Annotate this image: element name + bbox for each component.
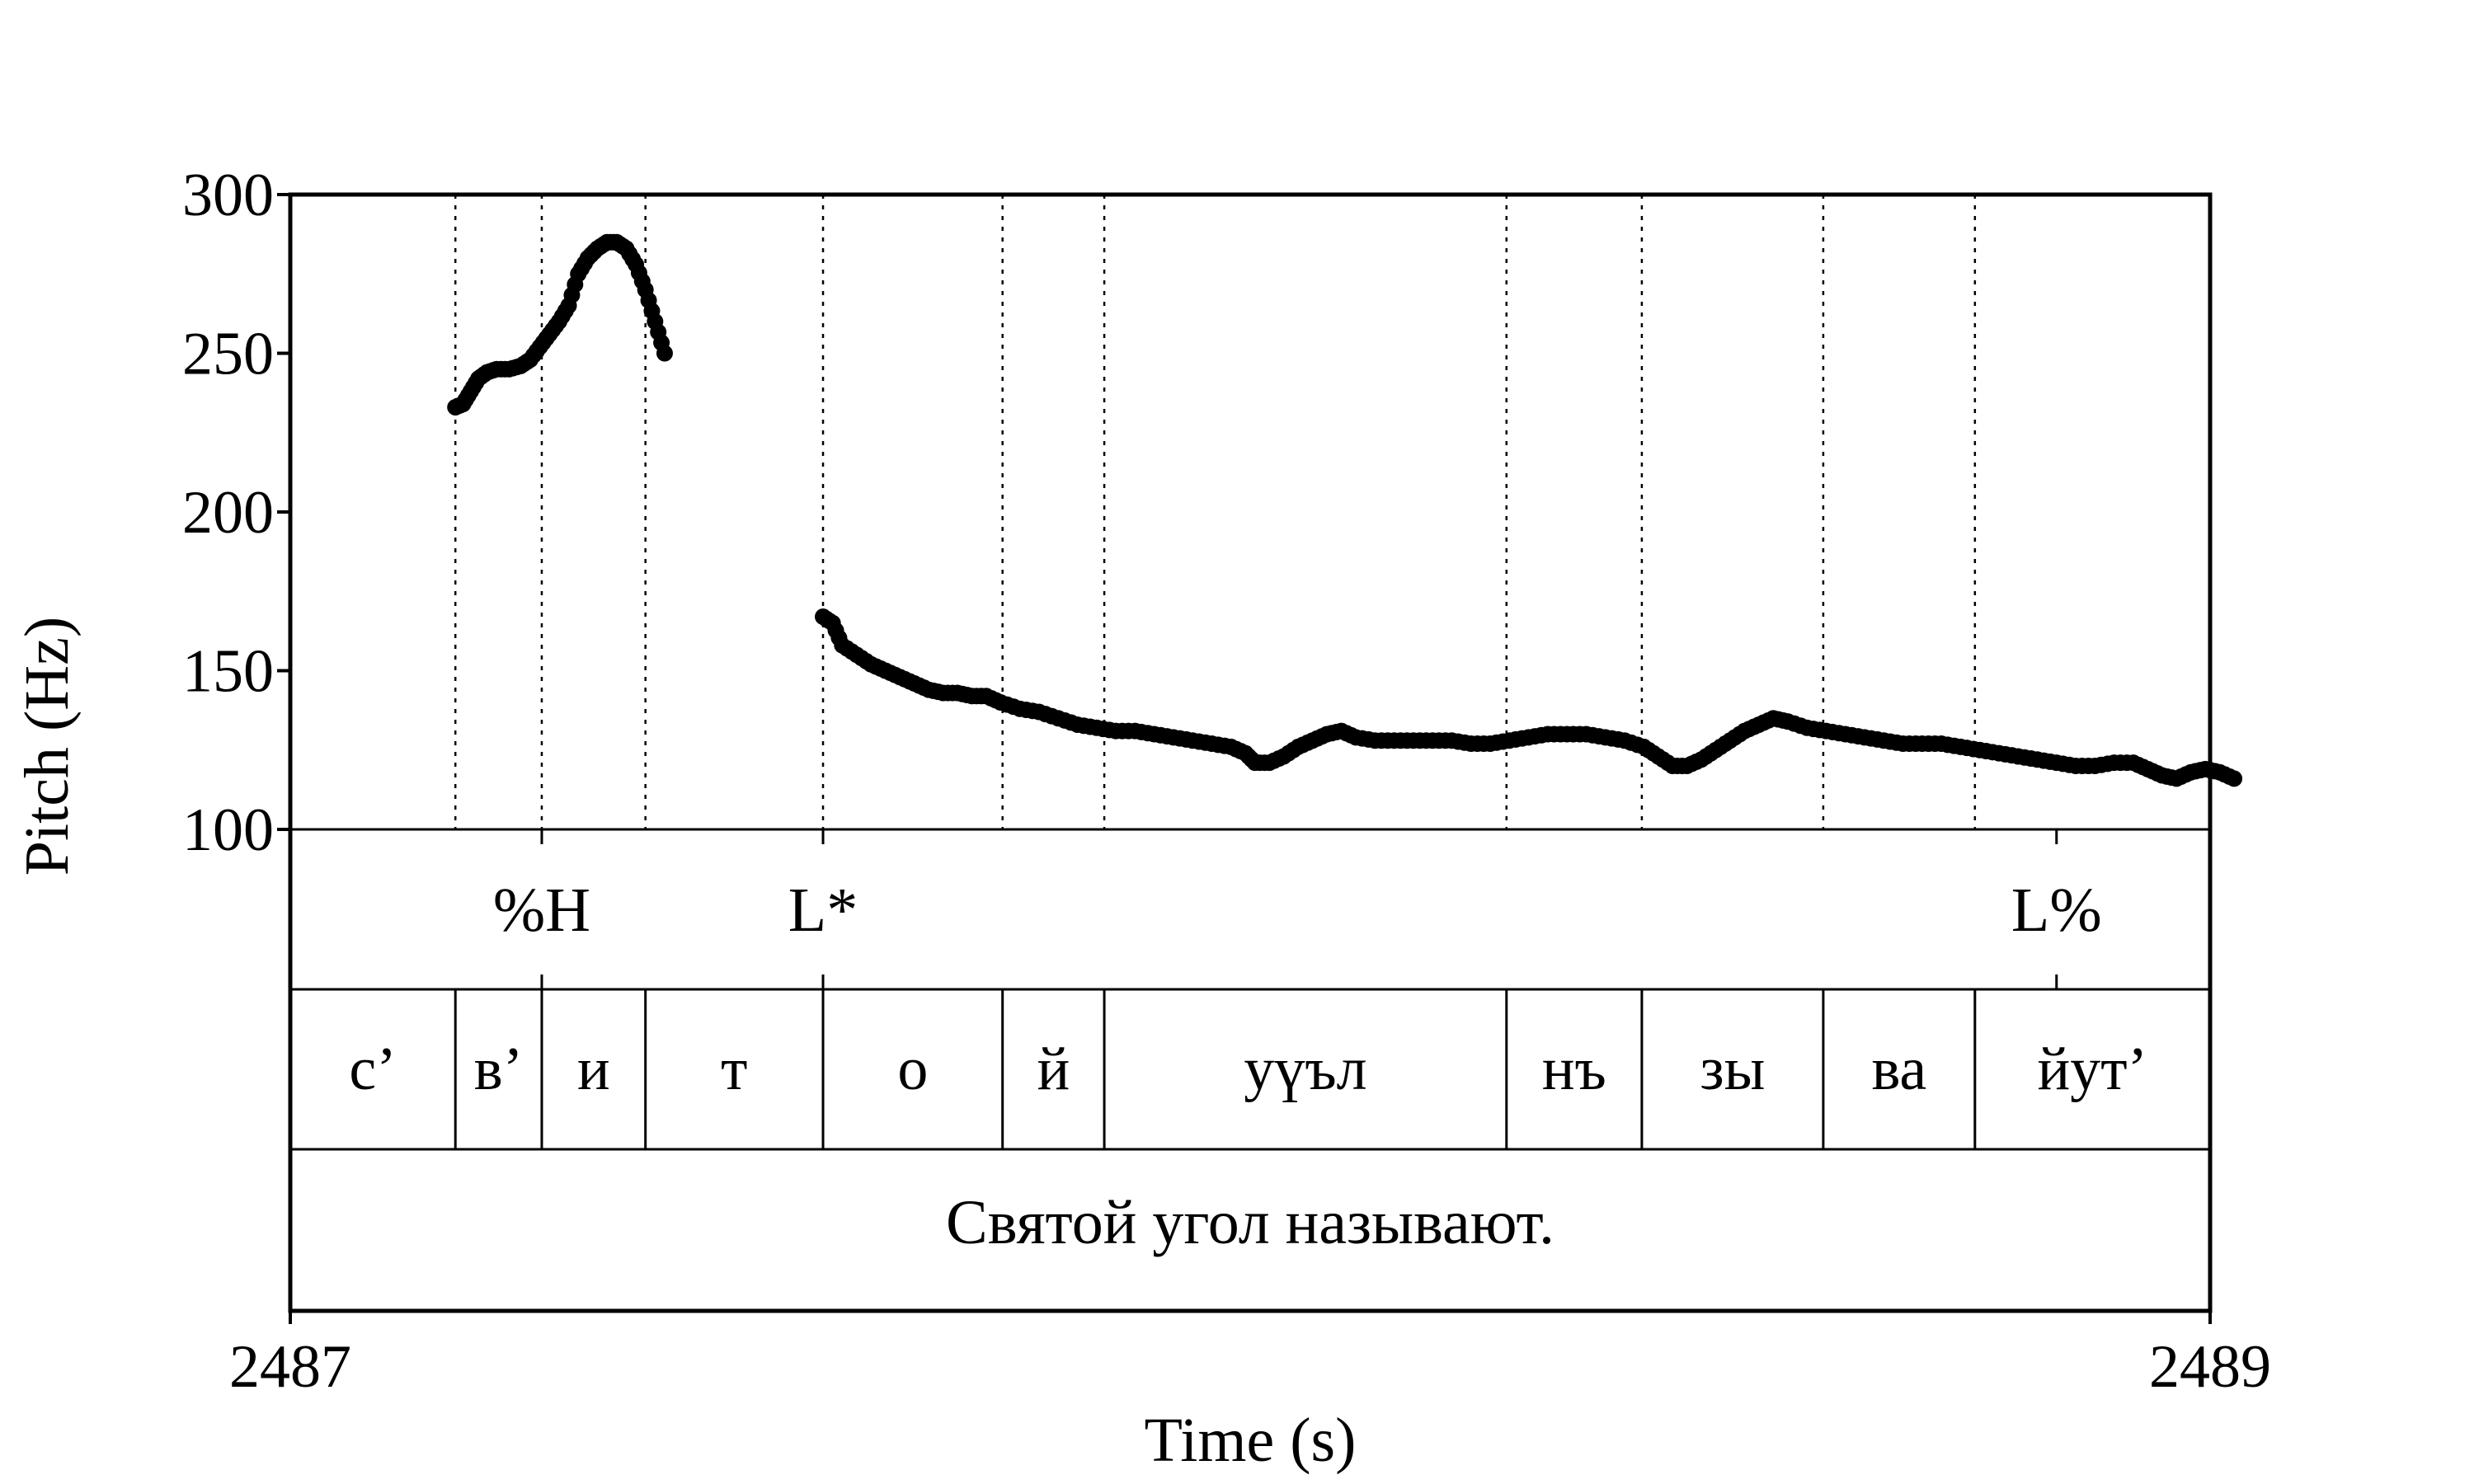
segment-label: и [577, 1036, 610, 1103]
tone-label: L% [2011, 876, 2102, 945]
segment-label: т [721, 1036, 747, 1103]
y-axis-title: Pitch (Hz) [12, 617, 82, 876]
y-tick-label: 100 [182, 796, 274, 864]
segment-label: нъ [1542, 1036, 1606, 1103]
frame [288, 192, 2213, 1313]
y-tick-label: 300 [182, 162, 274, 229]
segment-label: о [897, 1036, 928, 1103]
y-tick-label: 250 [182, 321, 274, 388]
y-tick-label: 150 [182, 638, 274, 706]
x-tick-label: 2487 [229, 1333, 351, 1401]
segment-label: й [1037, 1036, 1070, 1103]
segment-label: уүъл [1244, 1036, 1366, 1103]
plot-frame [288, 192, 2213, 1313]
x-axis-ticks: 2487 2489 [229, 1311, 2271, 1401]
x-axis-title: Time (s) [1145, 1406, 1357, 1475]
segment-label: ва [1871, 1036, 1926, 1103]
y-tick-label: 200 [182, 479, 274, 547]
tone-label: L* [788, 876, 858, 945]
x-tick-label: 2489 [2149, 1333, 2271, 1401]
sentence-label: Святой угол называют. [946, 1188, 1554, 1257]
y-axis-ticks: 100 150 200 250 300 [182, 162, 290, 864]
pitch-point [656, 345, 673, 362]
tone-label: %H [493, 876, 590, 945]
tone-tier: %H L* L% [493, 829, 2102, 989]
sentence-tier: Святой угол называют. [946, 1188, 1554, 1257]
pitch-points [447, 233, 2243, 787]
segment-label: зы [1700, 1036, 1765, 1103]
pitch-point [2226, 770, 2243, 787]
segment-label: в’ [474, 1036, 524, 1103]
segment-label: йут’ [2038, 1036, 2148, 1103]
segment-tier: с’ в’ и т о й уүъл нъ зы ва йут’ [349, 989, 2147, 1149]
segment-label: с’ [349, 1036, 397, 1103]
